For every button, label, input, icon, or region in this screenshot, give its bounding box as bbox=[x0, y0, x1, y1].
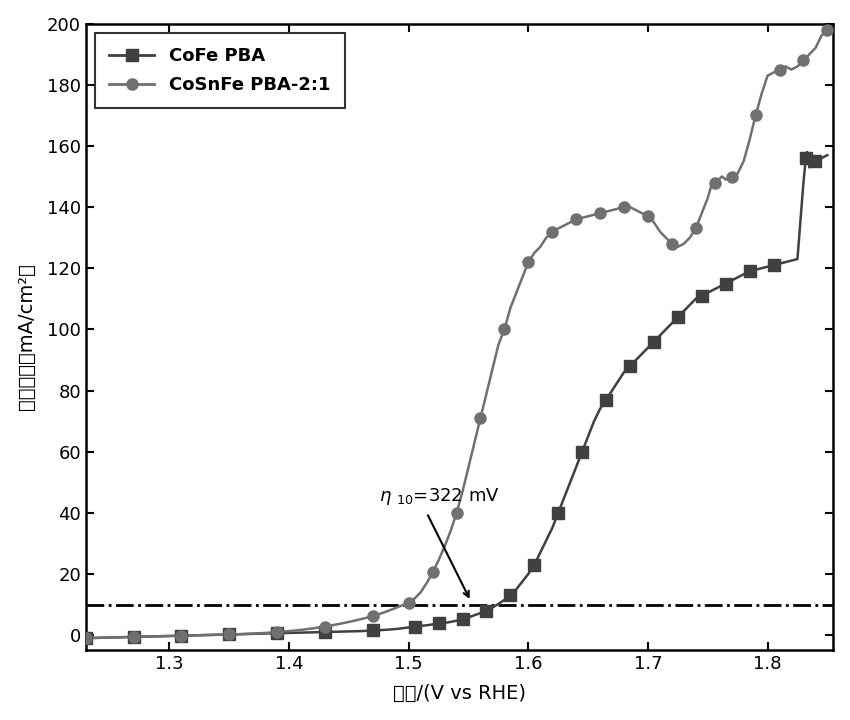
CoSnFe PBA-2:1 bbox=[176, 631, 186, 640]
CoSnFe PBA-2:1 bbox=[224, 630, 235, 639]
CoSnFe PBA-2:1 bbox=[710, 179, 720, 187]
CoSnFe PBA-2:1 bbox=[499, 325, 509, 333]
CoSnFe PBA-2:1 bbox=[404, 598, 414, 607]
CoFe PBA bbox=[320, 628, 330, 636]
CoSnFe PBA-2:1 bbox=[320, 622, 330, 631]
CoSnFe PBA-2:1 bbox=[691, 224, 701, 233]
CoFe PBA bbox=[721, 279, 731, 288]
CoFe PBA bbox=[434, 619, 444, 628]
CoSnFe PBA-2:1 bbox=[595, 209, 605, 217]
CoFe PBA bbox=[457, 615, 468, 624]
CoFe PBA bbox=[577, 447, 587, 456]
CoFe PBA bbox=[801, 154, 811, 163]
Legend: CoFe PBA, CoSnFe PBA-2:1: CoFe PBA, CoSnFe PBA-2:1 bbox=[95, 32, 345, 109]
CoFe PBA bbox=[810, 157, 820, 166]
CoSnFe PBA-2:1 bbox=[475, 414, 485, 423]
CoFe PBA bbox=[128, 633, 139, 642]
CoSnFe PBA-2:1 bbox=[822, 25, 832, 34]
CoFe PBA bbox=[224, 630, 235, 639]
CoFe PBA bbox=[410, 622, 420, 631]
CoSnFe PBA-2:1 bbox=[272, 628, 282, 636]
CoSnFe PBA-2:1 bbox=[643, 212, 653, 220]
CoSnFe PBA-2:1 bbox=[751, 111, 761, 120]
CoSnFe PBA-2:1 bbox=[727, 172, 737, 181]
CoFe PBA bbox=[625, 361, 635, 370]
CoFe PBA bbox=[768, 261, 779, 269]
Line: CoSnFe PBA-2:1: CoSnFe PBA-2:1 bbox=[80, 24, 833, 644]
CoFe PBA bbox=[553, 508, 564, 517]
CoSnFe PBA-2:1 bbox=[451, 508, 462, 517]
CoFe PBA bbox=[601, 395, 611, 404]
CoFe PBA bbox=[697, 292, 707, 300]
X-axis label: 电压/(V vs RHE): 电压/(V vs RHE) bbox=[393, 684, 526, 703]
CoFe PBA bbox=[745, 267, 755, 276]
CoSnFe PBA-2:1 bbox=[774, 66, 785, 74]
CoFe PBA bbox=[672, 312, 683, 321]
CoSnFe PBA-2:1 bbox=[619, 203, 629, 212]
CoSnFe PBA-2:1 bbox=[524, 258, 534, 266]
CoSnFe PBA-2:1 bbox=[368, 612, 378, 621]
CoSnFe PBA-2:1 bbox=[571, 215, 581, 224]
CoFe PBA bbox=[176, 631, 186, 640]
CoFe PBA bbox=[649, 337, 659, 346]
CoSnFe PBA-2:1 bbox=[128, 633, 139, 642]
CoFe PBA bbox=[481, 606, 491, 615]
CoSnFe PBA-2:1 bbox=[81, 634, 91, 642]
CoFe PBA bbox=[505, 591, 515, 600]
CoSnFe PBA-2:1 bbox=[428, 568, 438, 577]
CoSnFe PBA-2:1 bbox=[666, 240, 677, 248]
Y-axis label: 电流密度（mA/cm²）: 电流密度（mA/cm²） bbox=[17, 264, 36, 410]
Text: $\mathit{\eta}\ _{10}$=322 mV: $\mathit{\eta}\ _{10}$=322 mV bbox=[379, 485, 500, 507]
CoSnFe PBA-2:1 bbox=[798, 56, 808, 65]
CoFe PBA bbox=[530, 560, 540, 569]
CoFe PBA bbox=[272, 629, 282, 638]
CoFe PBA bbox=[81, 634, 91, 642]
Line: CoFe PBA: CoFe PBA bbox=[80, 153, 821, 644]
CoFe PBA bbox=[368, 626, 378, 635]
CoSnFe PBA-2:1 bbox=[547, 228, 558, 236]
